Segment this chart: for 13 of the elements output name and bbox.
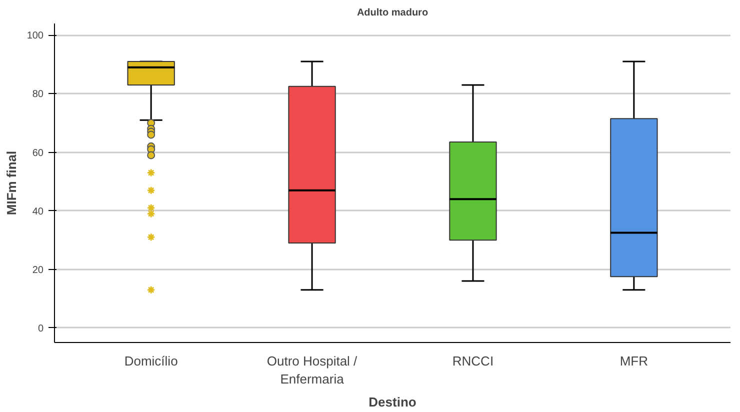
- chart-title: Adulto maduro: [356, 8, 428, 18]
- y-tick-label: 100: [26, 30, 44, 42]
- x-tick-label: Domicílio: [124, 354, 178, 368]
- x-tick-label: RNCCI: [452, 354, 494, 368]
- x-tick-label: MFR: [620, 354, 648, 368]
- y-tick-label: 20: [32, 264, 44, 276]
- y-tick-label: 0: [38, 323, 44, 334]
- y-tick-label: 80: [32, 89, 44, 100]
- x-tick-label: Outro Hospital / Enfermaria: [266, 354, 358, 386]
- y-axis-title: MIFm final: [4, 150, 19, 216]
- y-tick-label: 60: [32, 148, 44, 159]
- y-tick-label: 40: [32, 206, 44, 218]
- x-axis-title: Destino: [368, 394, 416, 410]
